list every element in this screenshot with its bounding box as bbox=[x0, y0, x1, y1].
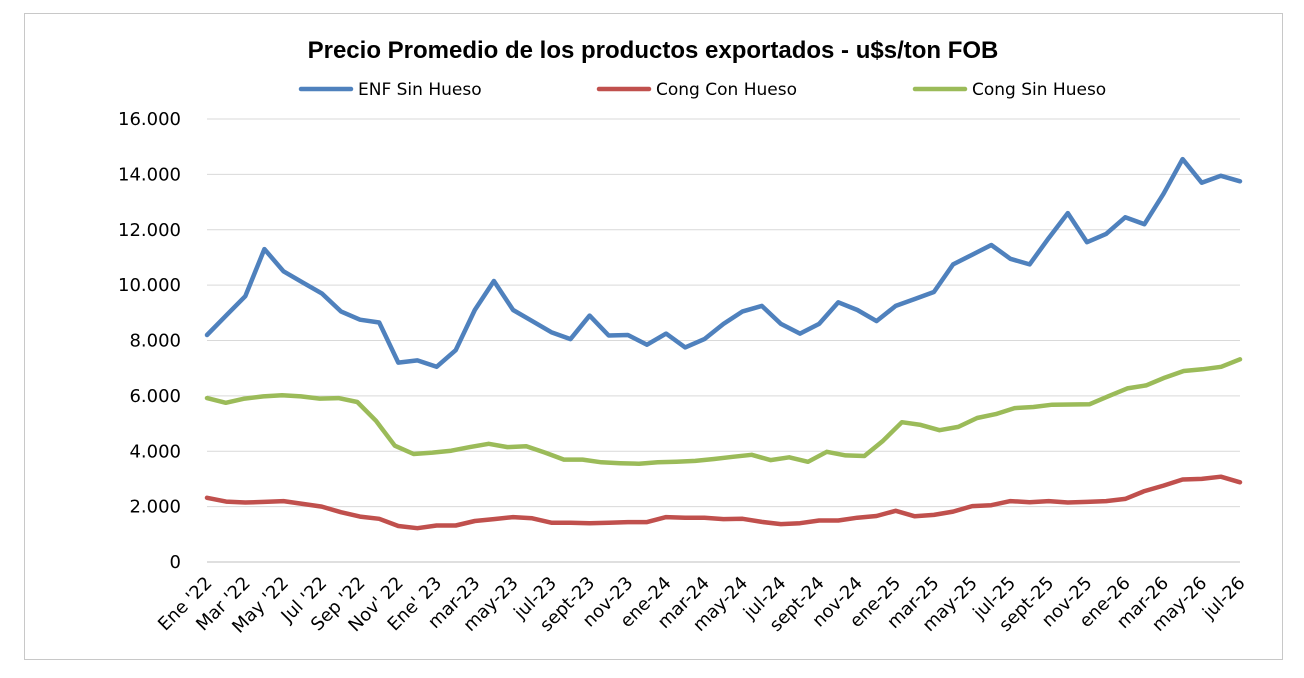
y-tick-label: 12.000 bbox=[118, 220, 181, 241]
series-line-cong-con-hueso bbox=[204, 474, 1243, 531]
chart-title: Precio Promedio de los productos exporta… bbox=[308, 37, 999, 64]
legend-label: ENF Sin Hueso bbox=[358, 80, 482, 100]
series-line-enf-sin-hueso bbox=[204, 156, 1243, 370]
y-tick-label: 8.000 bbox=[129, 331, 181, 352]
y-tick-label: 0 bbox=[170, 552, 181, 573]
legend-label: Cong Sin Hueso bbox=[972, 80, 1106, 100]
plot-area bbox=[204, 156, 1243, 531]
y-axis: 0 2.000 4.000 6.000 8.000 10.000 12.000 14.000 1… bbox=[118, 109, 181, 573]
y-tick-label: 2.000 bbox=[129, 497, 181, 518]
legend-label: Cong Con Hueso bbox=[656, 80, 797, 100]
y-tick-label: 16.000 bbox=[118, 109, 181, 130]
y-tick-label: 6.000 bbox=[129, 386, 181, 407]
y-tick-label: 10.000 bbox=[118, 275, 181, 296]
y-tick-label: 14.000 bbox=[118, 164, 181, 185]
x-tick-label: jul-26 bbox=[1198, 573, 1249, 624]
series-line-cong-sin-hueso bbox=[204, 357, 1243, 466]
gridlines bbox=[207, 118, 1240, 563]
chart-frame bbox=[24, 13, 1283, 660]
y-tick-label: 4.000 bbox=[129, 441, 181, 462]
chart-legend: ENF Sin Hueso Cong Con Hueso Cong Sin Hues… bbox=[298, 80, 1106, 100]
